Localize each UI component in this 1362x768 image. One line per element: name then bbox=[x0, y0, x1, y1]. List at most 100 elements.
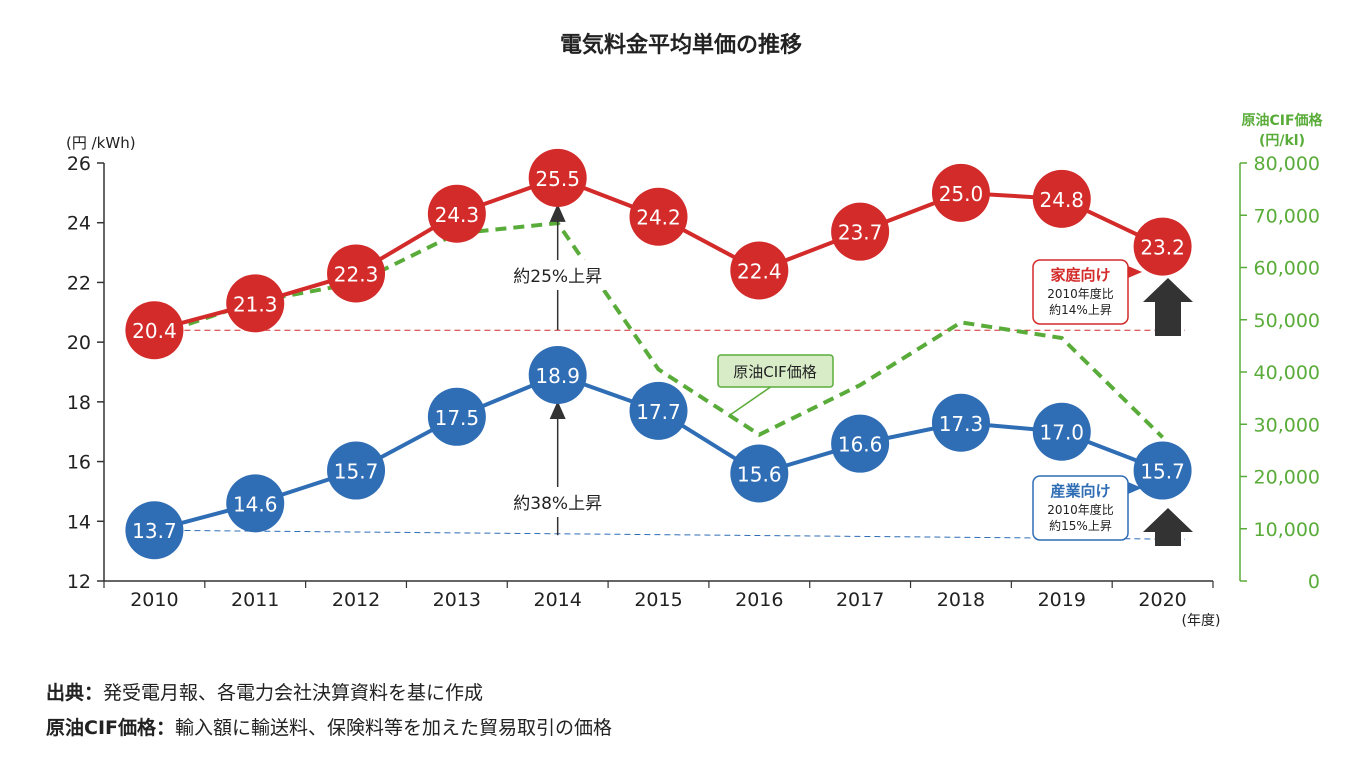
household-data-label: 21.3 bbox=[233, 292, 278, 316]
note-source-text: 発受電月報、各電力会社決算資料を基に作成 bbox=[103, 682, 484, 704]
y-left-tick-label: 26 bbox=[67, 153, 91, 175]
industrial-data-label: 15.7 bbox=[1140, 460, 1185, 484]
household-rise-label: 約25%上昇 bbox=[513, 267, 602, 287]
industrial-point bbox=[1133, 441, 1192, 500]
notes: 出典：発受電月報、各電力会社決算資料を基に作成 原油CIF価格：輸入額に輸送料、… bbox=[46, 676, 612, 746]
industrial-point bbox=[931, 393, 990, 452]
industrial-callout-box bbox=[1032, 475, 1129, 541]
household-callout-pointer bbox=[1128, 266, 1142, 278]
crude-label-box bbox=[717, 354, 834, 388]
y-right-tick-label: 50,000 bbox=[1254, 310, 1320, 332]
note-cif-key: 原油CIF価格： bbox=[46, 717, 175, 739]
industrial-data-label: 15.6 bbox=[737, 463, 782, 487]
industrial-callout-pointer bbox=[1128, 482, 1142, 494]
note-source: 出典：発受電月報、各電力会社決算資料を基に作成 bbox=[46, 676, 612, 711]
y-right-label-line2: (円/kl) bbox=[1259, 133, 1305, 149]
industrial-up-arrow bbox=[1143, 508, 1193, 546]
x-tick-label: 2012 bbox=[332, 589, 380, 611]
household-point bbox=[1133, 217, 1192, 276]
household-data-label: 22.4 bbox=[737, 259, 782, 283]
y-right-tick-label: 60,000 bbox=[1254, 258, 1320, 280]
industrial-data-label: 17.0 bbox=[1040, 421, 1085, 445]
y-left-tick-label: 22 bbox=[67, 272, 91, 294]
y-left-tick-label: 18 bbox=[67, 392, 91, 414]
household-callout-title: 家庭向け bbox=[1050, 266, 1110, 284]
household-point bbox=[1032, 169, 1091, 228]
industrial-data-label: 17.7 bbox=[636, 400, 681, 424]
y-right-tick-label: 10,000 bbox=[1254, 519, 1320, 541]
industrial-rise-label: 約38%上昇 bbox=[513, 494, 602, 514]
industrial-point bbox=[730, 444, 789, 503]
household-data-label: 24.2 bbox=[636, 206, 681, 230]
x-axis-unit: (年度) bbox=[1182, 613, 1221, 629]
household-up-arrow bbox=[1143, 278, 1193, 336]
industrial-rise-label-bg bbox=[505, 487, 610, 517]
industrial-callout-title: 産業向け bbox=[1050, 482, 1110, 500]
y-right-tick-label: 0 bbox=[1308, 571, 1320, 593]
note-source-key: 出典： bbox=[46, 682, 104, 704]
x-tick-label: 2011 bbox=[231, 589, 279, 611]
household-data-label: 23.7 bbox=[838, 221, 883, 245]
x-tick-label: 2018 bbox=[937, 589, 985, 611]
x-tick-label: 2010 bbox=[130, 589, 178, 611]
x-tick-label: 2015 bbox=[634, 589, 682, 611]
household-callout-line1: 2010年度比 bbox=[1047, 286, 1114, 301]
x-tick-label: 2014 bbox=[534, 589, 582, 611]
x-tick-label: 2020 bbox=[1138, 589, 1186, 611]
industrial-callout-line1: 2010年度比 bbox=[1047, 502, 1114, 517]
household-point bbox=[528, 148, 587, 207]
household-data-label: 20.4 bbox=[132, 319, 177, 343]
note-cif: 原油CIF価格：輸入額に輸送料、保険料等を加えた貿易取引の価格 bbox=[46, 711, 612, 746]
household-data-label: 25.0 bbox=[939, 182, 984, 206]
x-tick-label: 2013 bbox=[433, 589, 481, 611]
x-tick-label: 2017 bbox=[836, 589, 884, 611]
household-point bbox=[831, 202, 890, 261]
household-point bbox=[125, 301, 184, 360]
crude-label-text: 原油CIF価格 bbox=[733, 363, 817, 381]
household-rise-arrow-head bbox=[549, 203, 566, 222]
industrial-point bbox=[1032, 402, 1091, 461]
household-point bbox=[931, 163, 990, 222]
chart-svg: 電気料金平均単価の推移 12 14 16 18 20 22 24 26(円 /kWh) 0 10,0… bbox=[66, 32, 1324, 629]
industrial-data-label: 18.9 bbox=[535, 364, 580, 388]
household-data-label: 24.3 bbox=[435, 203, 480, 227]
industrial-data-label: 16.6 bbox=[838, 433, 883, 457]
household-data-label: 23.2 bbox=[1140, 236, 1185, 260]
note-cif-text: 輸入額に輸送料、保険料等を加えた貿易取引の価格 bbox=[175, 717, 613, 739]
household-callout-line2: 約14%上昇 bbox=[1049, 302, 1112, 317]
y-right-tick-label: 20,000 bbox=[1254, 467, 1320, 489]
household-callout-box bbox=[1032, 259, 1129, 325]
industrial-point bbox=[528, 345, 587, 404]
industrial-baseline bbox=[154, 529, 1186, 540]
industrial-data-label: 15.7 bbox=[334, 460, 379, 484]
y-right-label-line1: 原油CIF価格 bbox=[1241, 112, 1323, 129]
industrial-point bbox=[629, 381, 688, 440]
chart-title: 電気料金平均単価の推移 bbox=[560, 32, 802, 58]
y-left-tick-label: 16 bbox=[67, 452, 91, 474]
industrial-data-label: 17.3 bbox=[939, 412, 984, 436]
industrial-point bbox=[327, 441, 386, 500]
household-point bbox=[226, 274, 285, 333]
industrial-callout-line2: 約15%上昇 bbox=[1049, 518, 1112, 533]
crude-label-pointer bbox=[729, 385, 773, 416]
y-left-tick-label: 20 bbox=[67, 332, 91, 354]
industrial-data-label: 13.7 bbox=[132, 519, 177, 543]
y-left-tick-label: 12 bbox=[67, 571, 91, 593]
y-right-tick-label: 70,000 bbox=[1254, 205, 1320, 227]
household-point bbox=[730, 241, 789, 300]
industrial-data-label: 14.6 bbox=[233, 492, 278, 516]
household-rise-label-bg bbox=[505, 260, 610, 290]
industrial-point bbox=[831, 414, 890, 473]
industrial-rise-arrow-head bbox=[549, 400, 566, 419]
y-left-tick-label: 14 bbox=[67, 511, 91, 533]
y-right-tick-label: 80,000 bbox=[1254, 153, 1320, 175]
y-right-tick-label: 40,000 bbox=[1254, 362, 1320, 384]
industrial-point bbox=[226, 474, 285, 533]
industrial-point bbox=[427, 387, 486, 446]
household-point bbox=[629, 187, 688, 246]
x-tick-label: 2016 bbox=[735, 589, 783, 611]
y-right-tick-label: 30,000 bbox=[1254, 414, 1320, 436]
series-line-crude-cif bbox=[153, 220, 1164, 439]
household-data-label: 25.5 bbox=[535, 167, 580, 191]
y-left-label: (円 /kWh) bbox=[66, 134, 136, 152]
